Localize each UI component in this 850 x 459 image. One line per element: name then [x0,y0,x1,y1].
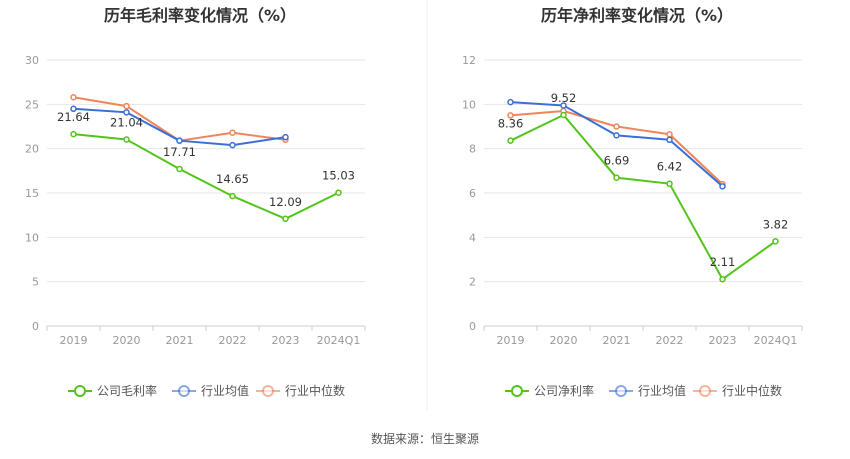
data-label: 21.64 [57,110,90,124]
x-tick-label: 2023 [272,334,300,347]
series-line [510,109,724,185]
x-tick-label: 2021 [603,334,631,347]
data-point [613,123,620,130]
legend-marker [74,385,86,397]
data-point [282,133,289,141]
y-tick-label: 0 [469,320,476,333]
data-label: 6.42 [657,160,683,174]
data-point [507,112,514,119]
y-tick-label: 12 [462,54,476,67]
data-point [70,105,77,113]
legend-marker [262,385,274,397]
x-tick-label: 2019 [60,334,88,347]
data-point [282,215,289,223]
legend-marker [699,385,711,397]
data-label: 12.09 [269,195,302,209]
x-tick-label: 2020 [113,334,141,347]
legend-label: 行业均值 [201,383,249,398]
legend-marker [511,385,523,397]
series-line [73,133,339,220]
x-tick-label: 2024Q1 [754,334,798,347]
data-label: 15.03 [322,169,355,183]
data-point [123,136,130,143]
y-tick-label: 20 [25,143,39,156]
y-tick-label: 4 [469,231,476,244]
data-point [666,180,673,187]
data-label: 9.52 [551,91,577,105]
data-point [70,93,77,101]
legend-marker [615,385,627,397]
data-point [613,174,620,181]
series-line [510,101,724,188]
legend-marker [178,385,190,397]
series-line [73,96,286,142]
data-point [613,132,620,139]
data-label: 14.65 [216,172,249,186]
legend-label: 行业中位数 [722,383,782,398]
data-point [772,238,779,245]
data-point [229,141,236,149]
data-point [666,131,673,138]
data-label: 17.71 [163,145,196,159]
data-point [507,137,514,144]
x-tick-label: 2021 [166,334,194,347]
data-point [507,98,514,106]
source-note: 数据来源：恒生聚源 [371,431,479,446]
legend-label: 公司净利率 [534,383,594,398]
data-point [719,183,726,190]
chart-title: 历年净利率变化情况（%） [541,6,733,25]
data-label: 21.04 [110,115,143,129]
x-tick-label: 2022 [219,334,247,347]
chart-title: 历年毛利率变化情况（%） [104,6,296,25]
y-tick-label: 10 [462,98,476,111]
x-tick-label: 2023 [709,334,737,347]
y-tick-label: 5 [32,276,39,289]
data-point [176,165,183,173]
data-label: 6.69 [604,154,630,168]
data-point [123,109,130,116]
data-point [229,192,236,200]
data-point [70,130,77,138]
data-point [560,102,567,109]
data-label: 2.11 [710,255,736,269]
x-tick-label: 2019 [497,334,525,347]
series-line [510,113,777,281]
data-point [176,137,183,144]
data-point [123,102,130,110]
y-tick-label: 0 [32,320,39,333]
x-tick-label: 2020 [550,334,578,347]
legend-label: 行业均值 [638,383,686,398]
data-point [560,111,567,119]
y-tick-label: 8 [469,143,476,156]
data-point [719,275,726,283]
y-tick-label: 6 [469,187,476,200]
data-label: 8.36 [498,117,524,131]
y-tick-label: 30 [25,54,39,67]
data-label: 3.82 [763,217,789,231]
data-point [666,136,673,144]
x-tick-label: 2024Q1 [317,334,361,347]
y-tick-label: 15 [25,187,39,200]
y-tick-label: 10 [25,231,39,244]
y-tick-label: 2 [469,276,476,289]
data-point [229,129,236,136]
y-tick-label: 25 [25,98,39,111]
legend-label: 行业中位数 [285,383,345,398]
data-point [335,189,342,196]
x-tick-label: 2022 [656,334,684,347]
legend-label: 公司毛利率 [97,383,157,398]
